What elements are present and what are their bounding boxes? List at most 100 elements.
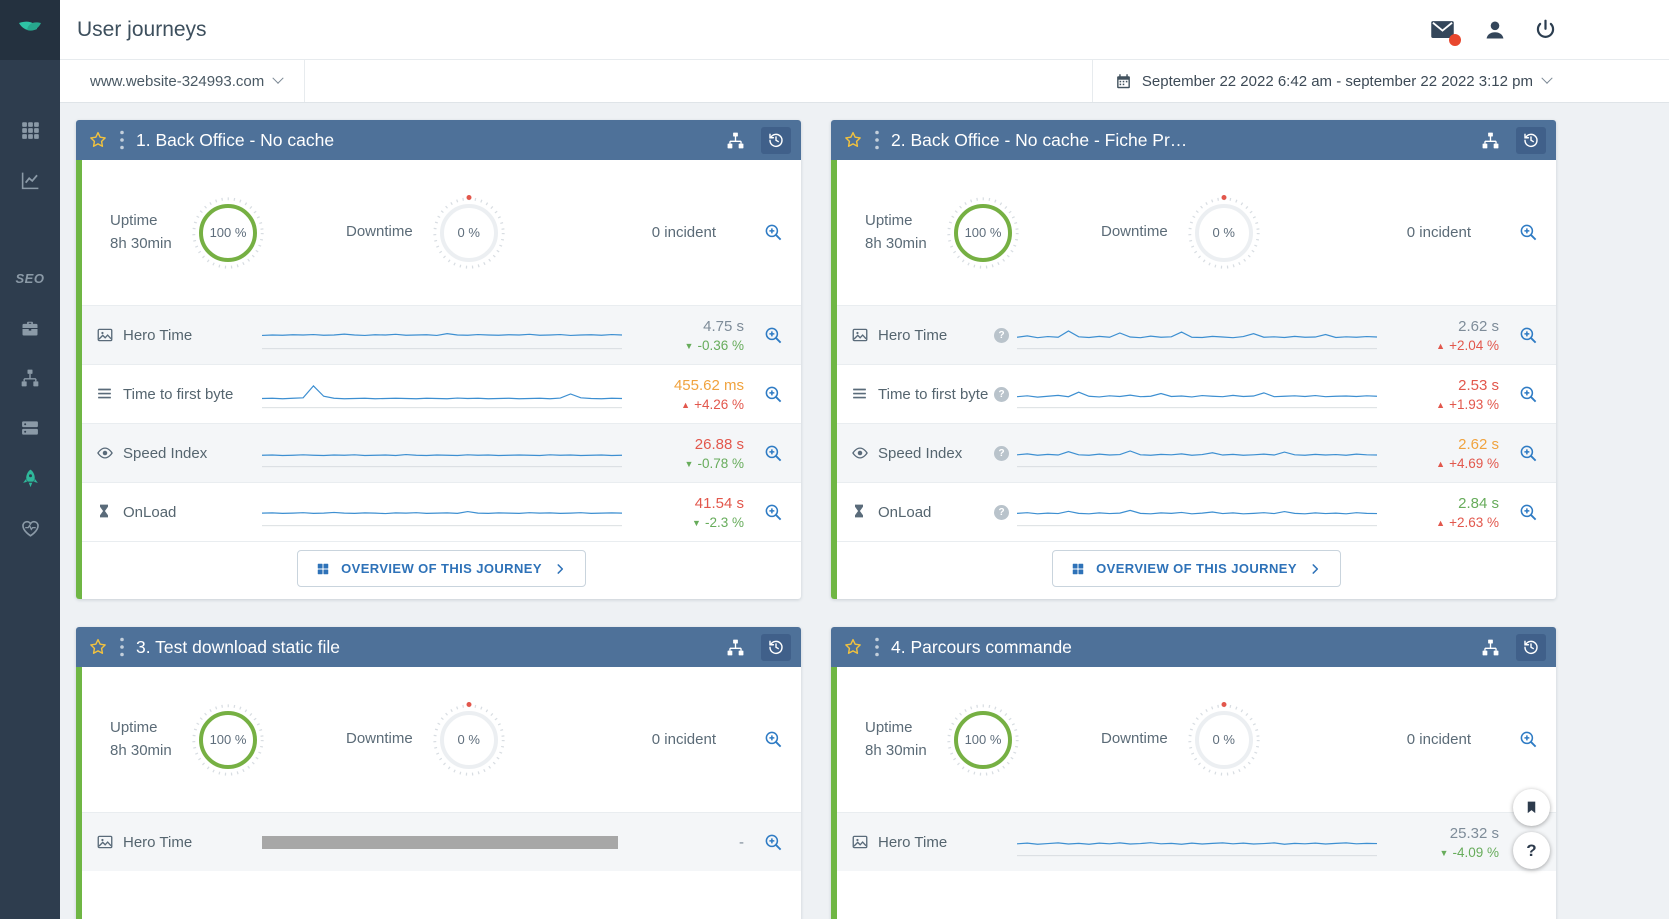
help-icon[interactable]: ?: [994, 327, 1009, 343]
hero-image-icon: [96, 326, 114, 344]
zoom-in-icon[interactable]: [1519, 326, 1538, 345]
sidebar-item-servers[interactable]: [0, 403, 60, 453]
metric-sparkline: [1017, 438, 1377, 468]
downtime-gauge: 0 %: [431, 194, 507, 271]
zoom-in-icon[interactable]: [1519, 223, 1538, 242]
favorite-star-icon[interactable]: [843, 130, 863, 150]
journey-title: 3. Test download static file: [136, 636, 340, 657]
metric-value: 25.32 s: [1449, 824, 1499, 842]
uptime-label: Uptime 8h 30min: [110, 212, 172, 252]
metric-sparkline: [262, 379, 622, 409]
downtime-label: Downtime: [346, 730, 413, 748]
sidebar-item-sitemap[interactable]: [0, 353, 60, 403]
card-footer: OVERVIEW OF THIS JOURNEY: [82, 541, 801, 599]
journey-card-4: 4. Parcours commande Uptime 8h 30min 100 …: [831, 627, 1556, 919]
zoom-in-icon[interactable]: [764, 730, 783, 749]
metric-row-onload: OnLoad? 2.84 s +2.63 %: [837, 482, 1556, 541]
overview-journey-button[interactable]: OVERVIEW OF THIS JOURNEY: [1052, 550, 1341, 587]
journey-title: 1. Back Office - No cache: [136, 129, 335, 150]
downtime-label: Downtime: [1101, 223, 1168, 241]
zoom-in-icon[interactable]: [764, 444, 783, 463]
fab-help-button[interactable]: ?: [1513, 832, 1550, 869]
journey-sitemap-button[interactable]: [720, 634, 750, 661]
mail-button[interactable]: [1429, 16, 1461, 46]
metric-row-ttfb: Time to first byte 455.62 ms +4.26 %: [82, 364, 801, 423]
sidebar-item-business[interactable]: [0, 303, 60, 353]
sidebar-item-analytics[interactable]: [0, 155, 60, 205]
journey-card-header: 4. Parcours commande: [831, 627, 1556, 667]
zoom-in-icon[interactable]: [1519, 503, 1538, 522]
uptime-gauge: 100 %: [190, 195, 266, 271]
metric-delta: -4.09 %: [1389, 845, 1499, 860]
logout-button[interactable]: [1534, 18, 1557, 41]
user-account-button[interactable]: [1483, 18, 1507, 42]
chevron-down-icon: [1541, 72, 1553, 84]
zoom-in-icon[interactable]: [764, 833, 783, 852]
site-selector-value: www.website-324993.com: [90, 72, 265, 90]
journey-sitemap-button[interactable]: [1475, 127, 1505, 154]
history-icon: [767, 131, 785, 149]
journey-history-button[interactable]: [761, 126, 791, 154]
card-clipped-area: [837, 871, 1556, 919]
journey-history-button[interactable]: [1516, 633, 1546, 661]
zoom-in-icon[interactable]: [764, 385, 783, 404]
metric-sparkline: [1017, 827, 1377, 857]
metric-label: Time to first byte: [878, 385, 989, 403]
sidebar-item-dashboard[interactable]: [0, 105, 60, 155]
app-logo[interactable]: [0, 0, 60, 60]
journey-card-2: 2. Back Office - No cache - Fiche Pr… Up…: [831, 120, 1556, 599]
zoom-in-icon[interactable]: [764, 223, 783, 242]
zoom-in-icon[interactable]: [1519, 444, 1538, 463]
chart-icon: [21, 172, 38, 189]
drag-handle-icon[interactable]: [119, 637, 125, 657]
hero-image-icon: [96, 833, 114, 851]
uptime-stats-row: Uptime 8h 30min 100 % Downtime 0 % 0 inci…: [82, 160, 801, 305]
favorite-star-icon[interactable]: [88, 637, 108, 657]
history-icon: [1522, 638, 1540, 656]
downtime-label: Downtime: [346, 223, 413, 241]
date-range-picker[interactable]: September 22 2022 6:42 am - september 22…: [1091, 60, 1669, 102]
metric-label: Hero Time: [123, 326, 193, 344]
favorite-star-icon[interactable]: [88, 130, 108, 150]
journey-history-button[interactable]: [761, 633, 791, 661]
journey-card-header: 2. Back Office - No cache - Fiche Pr…: [831, 120, 1556, 160]
site-selector[interactable]: www.website-324993.com: [60, 60, 306, 102]
zoom-in-icon[interactable]: [1519, 385, 1538, 404]
metric-value: 455.62 ms: [673, 376, 744, 394]
metric-row-onload: OnLoad 41.54 s -2.3 %: [82, 482, 801, 541]
journey-sitemap-button[interactable]: [1475, 634, 1505, 661]
sitemap-icon: [1481, 131, 1500, 150]
zoom-in-icon[interactable]: [764, 326, 783, 345]
help-icon[interactable]: ?: [994, 386, 1009, 402]
journey-sitemap-button[interactable]: [720, 127, 750, 154]
eye-icon: [96, 444, 114, 462]
sidebar-item-user-journeys[interactable]: [0, 453, 60, 503]
sidebar-item-health[interactable]: [0, 503, 60, 553]
drag-handle-icon[interactable]: [874, 130, 880, 150]
uptime-gauge: 100 %: [945, 195, 1021, 271]
eye-icon: [851, 444, 869, 462]
downtime-marker-dot: [1221, 194, 1227, 200]
zoom-in-icon[interactable]: [1519, 730, 1538, 749]
metric-delta: -0.36 %: [634, 338, 744, 353]
hero-image-icon: [851, 326, 869, 344]
metric-delta: +4.69 %: [1389, 456, 1499, 471]
journey-history-button[interactable]: [1516, 126, 1546, 154]
fab-bookmark-button[interactable]: [1513, 789, 1550, 826]
incident-count: 0 incident: [651, 224, 716, 241]
zoom-in-icon[interactable]: [764, 503, 783, 522]
metric-row-hero-time: Hero Time -: [82, 812, 801, 871]
metric-value: 2.62 s: [1458, 317, 1499, 335]
drag-handle-icon[interactable]: [119, 130, 125, 150]
history-icon: [767, 638, 785, 656]
hourglass-icon: [96, 503, 114, 521]
help-icon[interactable]: ?: [994, 445, 1009, 461]
metric-sparkline: [1017, 320, 1377, 350]
drag-handle-icon[interactable]: [874, 637, 880, 657]
card-clipped-area: [82, 871, 801, 919]
sidebar-item-seo[interactable]: SEO: [0, 253, 60, 303]
help-icon[interactable]: ?: [994, 504, 1009, 520]
overview-journey-button[interactable]: OVERVIEW OF THIS JOURNEY: [297, 550, 586, 587]
list-icon: [851, 385, 869, 403]
favorite-star-icon[interactable]: [843, 637, 863, 657]
